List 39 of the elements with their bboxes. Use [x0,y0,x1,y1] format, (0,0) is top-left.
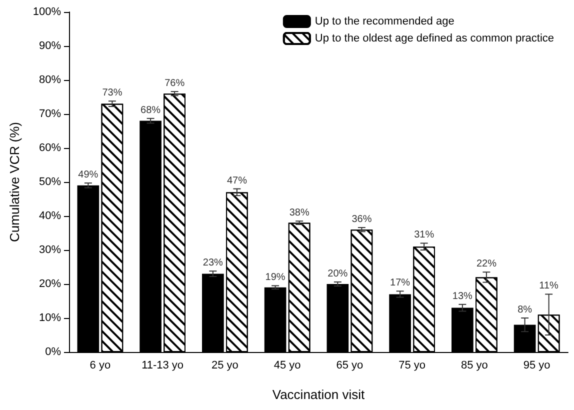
data-label: 73% [102,88,122,99]
data-label: 13% [452,290,473,302]
x-tick-label: 11-13 yo [142,360,184,372]
data-label: 68% [140,104,161,116]
x-tick-label: 65 yo [336,360,364,372]
data-label: 23% [202,258,224,269]
data-label: 49% [78,170,98,181]
data-label: 36% [352,214,372,226]
y-tick-label: 50% [38,176,62,188]
legend-label: Up to the oldest age defined as common practice [314,32,554,44]
x-tick-label: 6 yo [90,360,111,372]
x-tick-label: 45 yo [274,360,301,372]
data-label: 20% [328,268,348,280]
data-label: 76% [164,78,185,90]
data-label: 8% [518,304,532,316]
data-label: 19% [265,272,286,284]
y-tick-label: 80% [38,74,62,86]
data-label: 11% [539,280,559,292]
y-tick-label: 60% [38,142,62,154]
x-tick-label: 85 yo [460,360,488,372]
x-tick-label: 25 yo [211,360,238,372]
y-tick-label: 0% [45,346,62,358]
legend-label: Up to the recommended age [314,16,454,28]
y-tick-label: 10% [38,312,62,324]
y-tick-label: 70% [38,108,62,120]
data-label: 17% [390,278,410,289]
y-tick-label: 40% [38,210,62,222]
y-tick-label: 90% [38,40,62,52]
x-axis-title: Vaccination visit [272,387,366,402]
y-axis-title: Cumulative VCR (%) [7,122,22,242]
data-label: 31% [414,230,434,241]
y-tick-label: 30% [38,244,62,256]
y-tick-label: 20% [38,278,62,290]
x-tick-label: 75 yo [398,360,426,372]
y-tick-label: 100% [32,6,62,18]
data-label: 38% [289,208,310,219]
data-label: 22% [476,258,497,270]
data-label: 47% [226,175,248,186]
x-tick-label: 95 yo [523,360,550,372]
